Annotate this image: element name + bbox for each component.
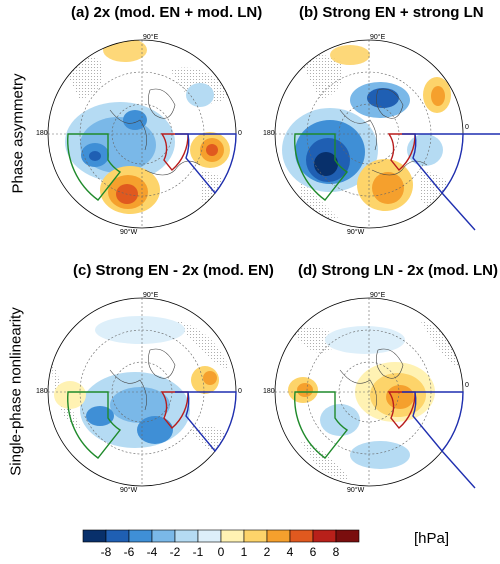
coord-top-a: 90°E — [143, 34, 159, 41]
colorbar-tick-label: -8 — [101, 545, 112, 559]
coord-left-b: 180 — [263, 130, 275, 137]
colorbar-swatch — [105, 529, 130, 543]
coord-top-b: 90°E — [370, 34, 386, 41]
panel-b-map — [274, 39, 500, 231]
coord-left-a: 180 — [36, 130, 48, 137]
coord-bottom-c: 90°W — [120, 487, 138, 494]
colorbar-tick-label: 6 — [310, 545, 317, 559]
panel-b-title: (b) Strong EN + strong LN — [299, 4, 484, 21]
colorbar-swatch — [174, 529, 199, 543]
coord-right-a: 0 — [238, 130, 242, 137]
coord-top-c: 90°E — [143, 292, 159, 299]
coord-right-c: 0 — [238, 388, 242, 395]
panel-d-map — [274, 297, 476, 489]
colorbar-tick-label: -6 — [124, 545, 135, 559]
colorbar-swatch — [151, 529, 176, 543]
colorbar-tick-label: 8 — [333, 545, 340, 559]
colorbar-swatch — [266, 529, 291, 543]
coord-bottom-d: 90°W — [347, 487, 365, 494]
coord-bottom-a: 90°W — [120, 229, 138, 236]
colorbar-swatch — [312, 529, 337, 543]
colorbar-units: [hPa] — [414, 530, 450, 547]
panel-d-title: (d) Strong LN - 2x (mod. LN) — [298, 262, 498, 279]
coord-top-d: 90°E — [370, 292, 386, 299]
colorbar-swatch — [128, 529, 153, 543]
coord-bottom-b: 90°W — [347, 229, 365, 236]
colorbar-swatch — [82, 529, 107, 543]
colorbar-swatch — [220, 529, 245, 543]
panel-c-title: (c) Strong EN - 2x (mod. EN) — [73, 262, 274, 279]
colorbar-tick-label: 1 — [241, 545, 248, 559]
colorbar-tick-label: 2 — [264, 545, 271, 559]
colorbar-tick-label: 0 — [218, 545, 225, 559]
colorbar-swatch — [289, 529, 314, 543]
coord-right-b: 0 — [465, 124, 469, 131]
colorbar-tick-label: -4 — [147, 545, 158, 559]
panel-a-map — [47, 39, 237, 229]
colorbar-swatch — [243, 529, 268, 543]
colorbar-tick-label: 4 — [287, 545, 294, 559]
colorbar-tick-label: -2 — [170, 545, 181, 559]
panel-a-title: (a) 2x (mod. EN + mod. LN) — [71, 4, 263, 21]
coord-left-d: 180 — [263, 388, 275, 395]
coord-left-c: 180 — [36, 388, 48, 395]
coord-right-d: 0 — [465, 382, 469, 389]
colorbar-swatch — [197, 529, 222, 543]
panel-c-map — [47, 297, 237, 487]
colorbar-tick-label: -1 — [193, 545, 204, 559]
colorbar-swatch — [335, 529, 360, 543]
